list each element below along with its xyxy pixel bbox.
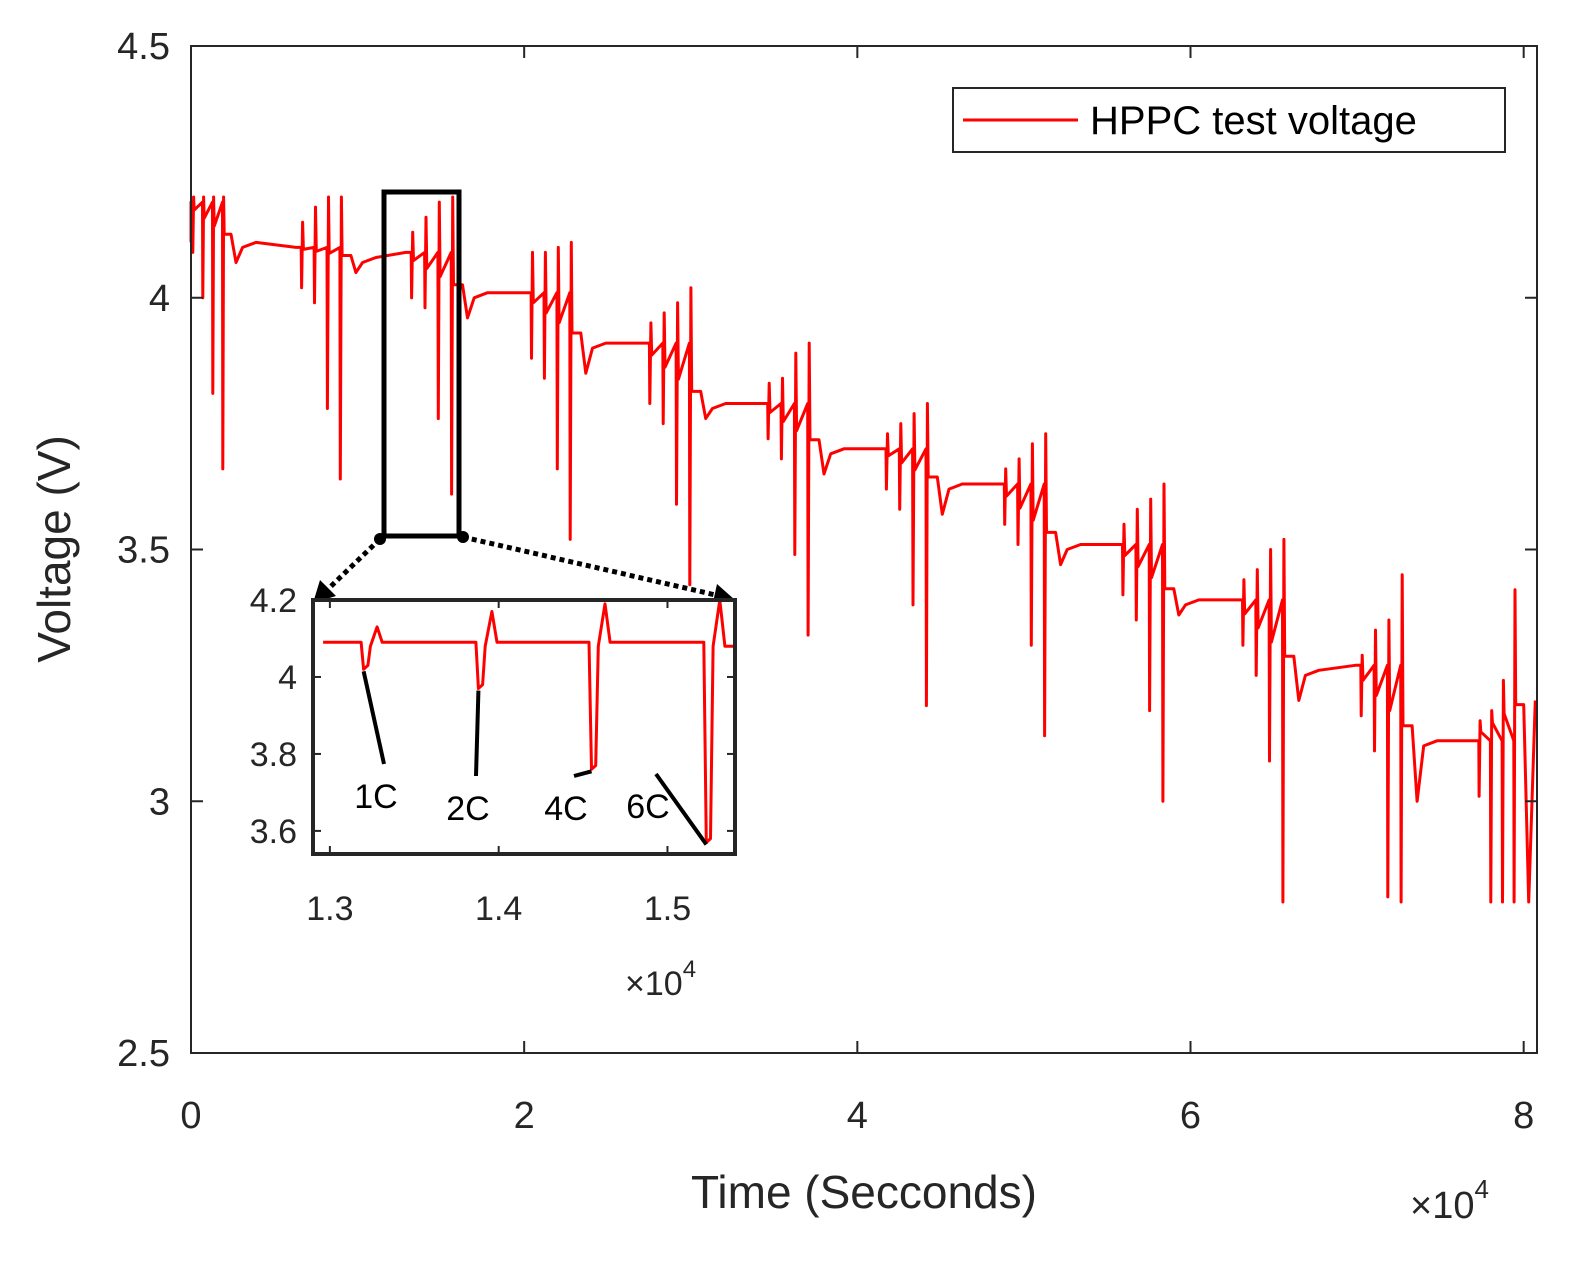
x-axis-exponent: ×104 bbox=[1410, 1174, 1489, 1227]
x-axis-exponent-base: ×10 bbox=[1410, 1185, 1474, 1227]
pulse-leader-line bbox=[654, 772, 708, 846]
inset-x-exponent-base: ×10 bbox=[625, 965, 683, 1003]
y-axis-title: Voltage (V) bbox=[28, 435, 80, 663]
pulse-label: 1C bbox=[354, 778, 397, 816]
inset-voltage-line bbox=[323, 598, 734, 844]
x-axis-title: Time (Secconds) bbox=[691, 1166, 1037, 1218]
pulse-leader-line bbox=[573, 769, 593, 778]
inset-x-exponent: ×104 bbox=[625, 956, 696, 1003]
inset-plot-area bbox=[311, 598, 737, 856]
pulse-leader-line bbox=[361, 670, 386, 765]
inset-axis-tick-labels: 1.3 1.4 1.5 3.6 3.8 4 4.2 bbox=[250, 582, 691, 928]
x-tick-label: 4 bbox=[847, 1095, 868, 1137]
y-tick-label: 4 bbox=[149, 278, 170, 320]
inset-y-tick-label: 3.8 bbox=[250, 736, 297, 774]
inset-x-tick-label: 1.3 bbox=[306, 890, 353, 928]
inset-axis-ticks bbox=[313, 599, 735, 854]
legend: HPPC test voltage bbox=[952, 87, 1506, 153]
main-axis-ticks bbox=[190, 45, 1537, 1054]
y-tick-label: 4.5 bbox=[117, 26, 170, 68]
inset-series-group bbox=[323, 598, 734, 844]
x-tick-label: 2 bbox=[514, 1095, 535, 1137]
pulse-label: 2C bbox=[446, 790, 489, 828]
x-tick-label: 8 bbox=[1513, 1095, 1534, 1137]
pulse-leader-line bbox=[474, 690, 481, 777]
y-tick-label: 3 bbox=[149, 781, 170, 823]
inset-x-exponent-power: 4 bbox=[683, 956, 696, 983]
inset-y-tick-label: 4 bbox=[278, 659, 297, 697]
main-plot-area bbox=[190, 45, 1538, 1054]
x-tick-label: 0 bbox=[180, 1095, 201, 1137]
inset-y-tick-label: 4.2 bbox=[250, 582, 297, 620]
zoom-arrow-right bbox=[462, 534, 721, 599]
inset-x-tick-label: 1.4 bbox=[475, 890, 522, 928]
main-series-group bbox=[189, 195, 1537, 904]
hppc-voltage-line bbox=[189, 195, 1537, 904]
inset-x-tick-label: 1.5 bbox=[644, 890, 691, 928]
zoom-arrow-left bbox=[323, 537, 382, 594]
legend-entry-hppc: HPPC test voltage bbox=[1090, 99, 1417, 143]
main-axis-tick-labels: 0 2 4 6 8 2.5 3 3.5 4 4.5 bbox=[117, 26, 1534, 1137]
pulse-label: 6C bbox=[626, 788, 669, 826]
x-axis-exponent-power: 4 bbox=[1474, 1174, 1488, 1204]
pulse-label: 4C bbox=[544, 790, 587, 828]
zoom-arrowhead-left bbox=[313, 580, 336, 603]
inset-annotations: 1C 2C 4C 6C bbox=[354, 670, 708, 846]
inset-y-tick-label: 3.6 bbox=[250, 813, 297, 851]
y-tick-label: 2.5 bbox=[117, 1033, 170, 1075]
y-tick-label: 3.5 bbox=[117, 530, 170, 572]
x-tick-label: 6 bbox=[1180, 1095, 1201, 1137]
zoom-highlight-box bbox=[381, 189, 462, 539]
